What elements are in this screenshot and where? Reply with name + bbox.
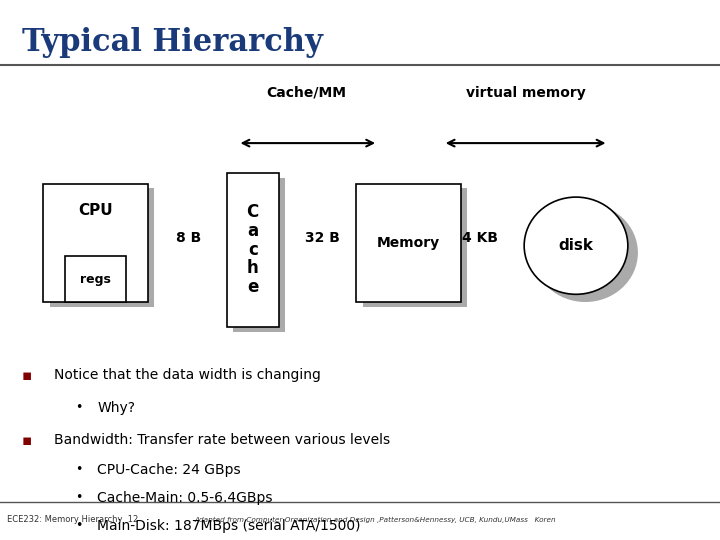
Text: •: • [76, 463, 83, 476]
Bar [43, 184, 148, 302]
Ellipse shape [524, 197, 628, 294]
Text: Adapted from Computer Organization and Design ,Patterson&Hennessy, UCB, Kundu,UM: Adapted from Computer Organization and D… [194, 516, 556, 523]
Text: 32 B: 32 B [305, 231, 340, 245]
Bar [363, 188, 467, 307]
Text: ▪: ▪ [22, 368, 32, 383]
Bar [65, 256, 126, 302]
Text: •: • [76, 491, 83, 504]
Text: Memory: Memory [377, 236, 440, 250]
Text: C
a
c
h
e: C a c h e [246, 204, 259, 296]
Text: virtual memory: virtual memory [466, 86, 585, 100]
Text: ECE232: Memory Hierarchy  12: ECE232: Memory Hierarchy 12 [7, 515, 138, 524]
Text: Bandwidth: Transfer rate between various levels: Bandwidth: Transfer rate between various… [54, 433, 390, 447]
Text: ▪: ▪ [22, 433, 32, 448]
Text: 4 KB: 4 KB [462, 231, 498, 245]
Text: Why?: Why? [97, 401, 135, 415]
Text: 8 B: 8 B [176, 231, 202, 245]
Text: regs: regs [80, 273, 111, 286]
Bar [227, 173, 279, 327]
Text: •: • [76, 519, 83, 532]
Text: CPU: CPU [78, 204, 113, 218]
Bar [50, 188, 154, 307]
Text: Notice that the data width is changing: Notice that the data width is changing [54, 368, 321, 382]
Text: Cache-Main: 0.5-6.4GBps: Cache-Main: 0.5-6.4GBps [97, 491, 273, 505]
Text: Cache/MM: Cache/MM [266, 86, 346, 100]
Text: disk: disk [559, 238, 593, 253]
Text: Typical Hierarchy: Typical Hierarchy [22, 27, 323, 58]
Bar [233, 178, 285, 332]
Ellipse shape [534, 204, 637, 301]
Bar [356, 184, 461, 302]
Text: Main-Disk: 187MBps (serial ATA/1500): Main-Disk: 187MBps (serial ATA/1500) [97, 519, 361, 533]
Text: •: • [76, 401, 83, 414]
Text: CPU-Cache: 24 GBps: CPU-Cache: 24 GBps [97, 463, 240, 477]
